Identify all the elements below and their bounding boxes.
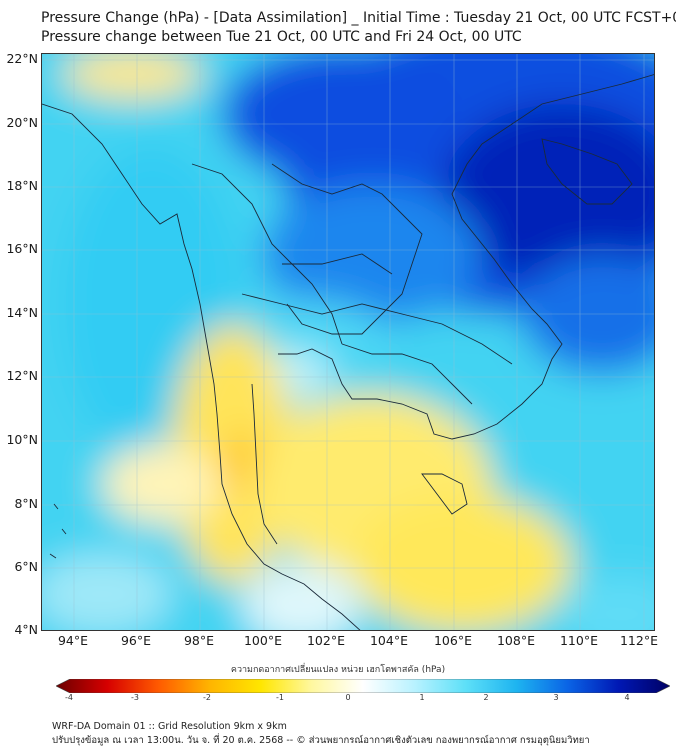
colorbar bbox=[56, 679, 670, 693]
title-line-2: Pressure change between Tue 21 Oct, 00 U… bbox=[41, 29, 522, 45]
colorbar-tick: -1 bbox=[276, 693, 284, 702]
lon-label: 100°E bbox=[243, 633, 282, 648]
lon-label: 94°E bbox=[57, 633, 89, 648]
colorbar-tick: 1 bbox=[419, 693, 425, 702]
lon-label: 108°E bbox=[496, 633, 535, 648]
colorbar-tick: -3 bbox=[131, 693, 139, 702]
chart-title-block: Pressure Change (hPa) - [Data Assimilati… bbox=[41, 9, 676, 47]
lon-label: 96°E bbox=[120, 633, 152, 648]
pressure-change-map bbox=[41, 53, 655, 631]
lat-label: 14°N bbox=[6, 305, 38, 320]
footer-credits: WRF-DA Domain 01 :: Grid Resolution 9km … bbox=[52, 720, 590, 748]
lon-label: 110°E bbox=[559, 633, 598, 648]
colorbar-tick: -2 bbox=[203, 693, 211, 702]
footer-line-1: WRF-DA Domain 01 :: Grid Resolution 9km … bbox=[52, 721, 287, 732]
colorbar-tick: -4 bbox=[65, 693, 73, 702]
lat-label: 10°N bbox=[6, 432, 38, 447]
colorbar-tick: 2 bbox=[483, 693, 489, 702]
colorbar-title: ความกดอากาศเปลี่ยนแปลง หน่วย เฮกโตพาสคัล… bbox=[230, 665, 446, 675]
lat-label: 18°N bbox=[6, 178, 38, 193]
lat-label: 20°N bbox=[6, 115, 38, 130]
coastlines bbox=[42, 74, 654, 630]
lon-label: 104°E bbox=[369, 633, 408, 648]
lat-label: 4°N bbox=[14, 622, 38, 637]
lat-label: 22°N bbox=[6, 51, 38, 66]
lat-label: 8°N bbox=[14, 496, 38, 511]
field-shading bbox=[42, 54, 654, 630]
lon-label: 106°E bbox=[433, 633, 472, 648]
colorbar-tick: 0 bbox=[345, 693, 351, 702]
lat-label: 16°N bbox=[6, 241, 38, 256]
lon-label: 98°E bbox=[183, 633, 215, 648]
title-line-1: Pressure Change (hPa) - [Data Assimilati… bbox=[41, 10, 676, 26]
map-canvas bbox=[42, 54, 654, 630]
gridlines bbox=[42, 54, 654, 630]
footer-line-2: ปรับปรุงข้อมูล ณ เวลา 13:00น. วัน จ. ที่… bbox=[52, 735, 590, 746]
lon-label: 102°E bbox=[306, 633, 345, 648]
colorbar-body bbox=[56, 679, 670, 693]
lon-label: 112°E bbox=[619, 633, 658, 648]
lat-label: 6°N bbox=[14, 559, 38, 574]
colorbar-tick: 4 bbox=[624, 693, 630, 702]
colorbar-tick: 3 bbox=[553, 693, 559, 702]
lat-label: 12°N bbox=[6, 368, 38, 383]
